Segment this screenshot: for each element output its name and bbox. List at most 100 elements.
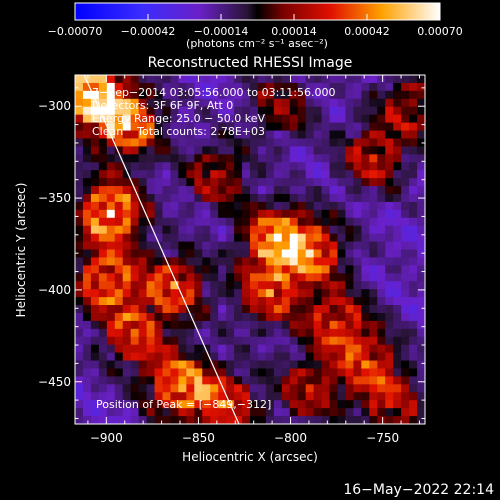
heatmap-cell [106, 186, 116, 195]
heatmap-cell [409, 225, 418, 235]
heatmap-cell [98, 312, 108, 322]
heatmap-cell [353, 162, 362, 171]
heatmap-cell [313, 233, 323, 243]
heatmap-cell [401, 336, 410, 346]
heatmap-cell [281, 273, 291, 282]
heatmap-cell [321, 257, 331, 266]
colorbar-tick-label: −0.00014 [194, 25, 249, 38]
heatmap-cell [369, 392, 378, 401]
heatmap-cell [98, 75, 108, 84]
heatmap-cell [162, 328, 172, 338]
heatmap-cell [417, 130, 425, 140]
heatmap-cell [154, 328, 164, 338]
heatmap-cell [122, 241, 132, 251]
heatmap-cell [98, 368, 108, 378]
heatmap-cell [289, 320, 299, 330]
heatmap-cell [75, 312, 84, 322]
heatmap-cell [178, 122, 187, 132]
heatmap-cell [90, 82, 100, 92]
heatmap-cell [218, 233, 227, 243]
heatmap-cell [178, 336, 187, 346]
heatmap-cell [170, 265, 179, 274]
heatmap-cell [385, 138, 394, 147]
heatmap-cell [122, 392, 132, 401]
heatmap-cell [210, 312, 219, 322]
heatmap-cell [218, 273, 227, 282]
heatmap-cell [130, 225, 140, 235]
heatmap-cell [289, 384, 299, 393]
heatmap-cell [257, 320, 267, 330]
heatmap-cell [122, 130, 132, 140]
heatmap-cell [369, 241, 378, 251]
heatmap-cell [98, 217, 108, 227]
colorbar-label: (photons cm⁻² s⁻¹ asec⁻²) [186, 37, 328, 50]
heatmap-cell [393, 225, 402, 235]
heatmap-cell [186, 297, 195, 306]
heatmap-cell [361, 75, 370, 84]
heatmap-cell [170, 400, 179, 409]
heatmap-cell [321, 384, 331, 393]
heatmap-cell [106, 193, 116, 203]
heatmap-cell [218, 368, 227, 378]
heatmap-cell [218, 193, 227, 203]
heatmap-cell [90, 201, 100, 211]
heatmap-cell [178, 217, 187, 227]
heatmap-cell [194, 154, 203, 163]
heatmap-cell [313, 257, 323, 266]
heatmap-cell [393, 297, 402, 306]
heatmap-cell [146, 408, 156, 417]
heatmap-cell [75, 281, 84, 290]
heatmap-cell [281, 257, 291, 266]
heatmap-cell [234, 368, 243, 378]
heatmap-cell [154, 201, 164, 211]
heatmap-cell [178, 384, 187, 393]
heatmap-cell [90, 297, 100, 306]
heatmap-cell [361, 146, 370, 155]
heatmap-cell [146, 384, 156, 393]
heatmap-cell [186, 392, 195, 401]
y-axis-tick-labels: −300−350−400−450 [38, 99, 71, 389]
heatmap-cell [186, 233, 195, 243]
heatmap-cell [337, 289, 347, 298]
heatmap-cell [106, 344, 116, 354]
heatmap-cell [218, 320, 227, 330]
heatmap-cell [106, 416, 116, 424]
heatmap-cell [265, 320, 275, 330]
heatmap-cell [361, 130, 370, 140]
heatmap-cell [122, 75, 132, 84]
heatmap-cell [194, 106, 203, 116]
heatmap-cell [337, 130, 347, 140]
heatmap-cell [257, 257, 267, 266]
heatmap-cell [234, 273, 243, 282]
x-axis-ticks [87, 75, 420, 424]
heatmap-cell [377, 360, 386, 370]
heatmap-cell [178, 170, 187, 179]
heatmap-cell [114, 273, 124, 282]
x-tick-label: −750 [366, 431, 399, 445]
heatmap-cell [417, 320, 425, 330]
heatmap-cell [377, 82, 386, 92]
heatmap-cell [337, 297, 347, 306]
heatmap-cell [90, 360, 100, 370]
heatmap-cell [361, 217, 370, 227]
heatmap-cell [321, 241, 331, 251]
heatmap-cell [138, 400, 148, 409]
heatmap-cell [226, 162, 235, 171]
heatmap-cell [138, 90, 148, 100]
heatmap-cell [146, 352, 156, 362]
heatmap-cell [114, 209, 124, 219]
heatmap-cell [106, 241, 116, 251]
heatmap-cell [361, 233, 370, 243]
heatmap-cell [281, 201, 291, 211]
heatmap-cell [138, 336, 148, 346]
heatmap-cell [409, 384, 418, 393]
heatmap-cell [122, 265, 132, 274]
heatmap-cell [409, 154, 418, 163]
heatmap-cell [122, 154, 132, 163]
heatmap-cell [409, 320, 418, 330]
heatmap-cell [345, 416, 354, 424]
heatmap-cell [250, 154, 259, 163]
heatmap-cell [289, 352, 299, 362]
heatmap-cell [361, 368, 370, 378]
heatmap-cell [273, 352, 283, 362]
